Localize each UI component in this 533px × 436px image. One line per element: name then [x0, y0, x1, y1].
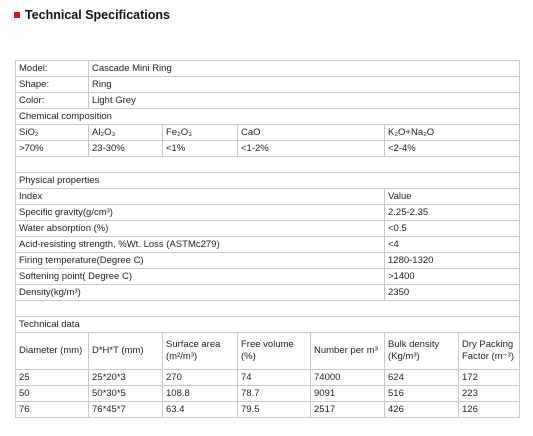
- table-cell: 50: [15, 385, 89, 402]
- table-cell: Shape:: [15, 76, 89, 93]
- table-row: Firing temperature(Degree C) 1280-1320: [15, 252, 521, 269]
- table-cell: Bulk density (Kg/m³): [384, 332, 459, 370]
- table-row: Acid-resisting strength, %Wt. Loss (ASTM…: [15, 236, 521, 253]
- title: Technical Specifications: [14, 8, 170, 22]
- table-cell: 9091: [310, 385, 385, 402]
- table-cell: 516: [384, 385, 459, 402]
- table-cell: 74: [237, 369, 311, 386]
- table-row: Color: Light Grey: [15, 92, 521, 109]
- table-row: 76 76*45*7 63.4 79.5 2517 426 126: [15, 401, 521, 418]
- table-cell: 126: [457, 401, 521, 418]
- table-row: 25 25*20*3 270 74 74000 624 172: [15, 369, 521, 386]
- table-cell: Model:: [15, 60, 89, 77]
- table-cell: <1%: [162, 140, 238, 157]
- table-cell: Chemical composition: [14, 108, 521, 125]
- table-cell: Acid-resisting strength, %Wt. Loss (ASTM…: [15, 236, 385, 253]
- table-row: Density(kg/m³) 2350: [15, 284, 521, 301]
- table-cell: Firing temperature(Degree C): [15, 252, 385, 269]
- table-cell: <0.5: [383, 220, 521, 237]
- table-row: [14, 156, 521, 173]
- table-cell: Water absorption (%): [15, 220, 385, 237]
- table-cell: 624: [384, 369, 459, 386]
- table-cell: Value: [383, 188, 521, 205]
- table-row: Physical properties: [14, 172, 521, 189]
- table-cell: 108.8: [162, 385, 238, 402]
- table-cell: 426: [384, 401, 459, 418]
- table-cell: [14, 156, 521, 173]
- table-cell: 2350: [383, 284, 521, 301]
- table-cell: Cascade Mini Ring: [87, 60, 521, 77]
- table-row: Softening point( Degree C) >1400: [15, 268, 521, 285]
- table-cell: Index: [15, 188, 385, 205]
- table-cell: Number per m³: [310, 332, 385, 370]
- table-row: [14, 300, 521, 317]
- table-row: Technical data: [14, 316, 521, 333]
- table-cell: 78.7: [237, 385, 311, 402]
- table-cell: Physical properties: [14, 172, 521, 189]
- table-cell: 1280-1320: [383, 252, 521, 269]
- spec-table: Model: Cascade Mini Ring Shape: Ring Color: L…: [14, 60, 521, 418]
- table-cell: 2517: [310, 401, 385, 418]
- table-cell: 223: [457, 385, 521, 402]
- table-cell: >1400: [383, 268, 521, 285]
- table-cell: K₂O+Na₂O: [383, 124, 521, 141]
- table-cell: [14, 300, 521, 317]
- table-cell: Softening point( Degree C): [15, 268, 385, 285]
- table-cell: Specific gravity(g/cm³): [15, 204, 385, 221]
- table-row: Model: Cascade Mini Ring: [15, 60, 521, 77]
- table-row: Diameter (mm) D*H*T (mm) Surface area (m²/…: [15, 332, 521, 370]
- table-cell: Light Grey: [87, 92, 521, 109]
- table-cell: Fe₂O₃: [162, 124, 238, 141]
- table-cell: 23-30%: [88, 140, 163, 157]
- table-cell: 76: [15, 401, 89, 418]
- table-cell: 50*30*5: [88, 385, 163, 402]
- table-row: Index Value: [15, 188, 521, 205]
- table-cell: 74000: [310, 369, 385, 386]
- table-cell: 2.25-2.35: [383, 204, 521, 221]
- table-cell: <4: [383, 236, 521, 253]
- table-cell: Density(kg/m³): [15, 284, 385, 301]
- table-cell: Ring: [87, 76, 521, 93]
- table-cell: SiO₂: [15, 124, 89, 141]
- table-row: Water absorption (%) <0.5: [15, 220, 521, 237]
- table-cell: Color:: [15, 92, 89, 109]
- table-cell: 270: [162, 369, 238, 386]
- table-row: Chemical composition: [14, 108, 521, 125]
- table-row: Shape: Ring: [15, 76, 521, 93]
- table-cell: 172: [457, 369, 521, 386]
- table-cell: >70%: [15, 140, 89, 157]
- table-cell: Dry Packing Factor (m⁻³): [457, 332, 521, 370]
- table-row: >70% 23-30% <1% <1-2% <2-4%: [15, 140, 521, 157]
- table-cell: <2-4%: [383, 140, 521, 157]
- table-cell: Free volume (%): [237, 332, 311, 370]
- table-row: 50 50*30*5 108.8 78.7 9091 516 223: [15, 385, 521, 402]
- title-text: Technical Specifications: [25, 8, 170, 22]
- table-cell: 76*45*7: [88, 401, 163, 418]
- table-cell: 25: [15, 369, 89, 386]
- table-cell: Technical data: [14, 316, 521, 333]
- table-cell: 63.4: [162, 401, 238, 418]
- table-cell: Surface area (m²/m³): [162, 332, 238, 370]
- table-row: SiO₂ Al₂O₃ Fe₂O₃ CaO K₂O+Na₂O: [15, 124, 521, 141]
- table-cell: 25*20*3: [88, 369, 163, 386]
- table-cell: <1-2%: [237, 140, 385, 157]
- table-row: Specific gravity(g/cm³) 2.25-2.35: [15, 204, 521, 221]
- table-cell: Diameter (mm): [15, 332, 89, 370]
- table-cell: CaO: [237, 124, 385, 141]
- title-marker: [14, 12, 20, 18]
- table-cell: 79.5: [237, 401, 311, 418]
- table-cell: D*H*T (mm): [88, 332, 163, 370]
- table-cell: Al₂O₃: [88, 124, 163, 141]
